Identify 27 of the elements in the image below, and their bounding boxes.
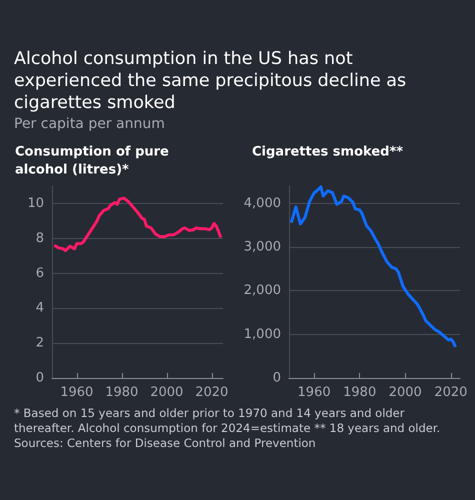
y-tick-label: 1,000: [244, 326, 281, 342]
y-tick-label: 3,000: [244, 240, 281, 255]
y-tick-label: 4,000: [244, 196, 281, 211]
y-tick-label: 8: [36, 230, 44, 246]
y-tick-label: 10: [27, 196, 44, 211]
x-tick-label: 1960: [60, 385, 94, 400]
x-tick-label: 2020: [195, 385, 228, 400]
y-tick-label: 0: [272, 370, 281, 386]
text: * Based on 15 years and older prior to 1970 and 14 years and older thereafter. Alcohol consumption for 2024=estimate ** 18 years and older.: [13, 406, 442, 436]
x-tick-label: 1960: [298, 385, 331, 400]
y-tick-label: 2,000: [244, 283, 281, 298]
x-tick-label: 1980: [343, 385, 376, 400]
y-tick-label: 6: [36, 266, 44, 281]
y-tick-label: 2: [36, 336, 44, 351]
y-tick-label: 4: [36, 300, 44, 316]
line-series: [290, 185, 457, 349]
chart-subtitle: Per capita per annum: [13, 115, 166, 134]
source-note: Sources: Centers for Disease Control and Prevention: [13, 436, 317, 451]
line-series: [52, 196, 222, 252]
y-tick-label: 0: [36, 370, 44, 386]
x-tick-label: 1980: [105, 385, 138, 400]
x-tick-label: 2020: [434, 385, 468, 400]
y-axis-title: Cigarettes smoked**: [252, 144, 404, 160]
x-tick-label: 2000: [150, 385, 184, 400]
chart-title: Alcohol consumption in the US has not experienced the same precipitous decline as cigarettes smoked: [13, 48, 408, 114]
y-axis-title: Consumption of pure alcohol (litres)*: [15, 144, 174, 178]
x-tick-label: 2000: [388, 385, 422, 400]
